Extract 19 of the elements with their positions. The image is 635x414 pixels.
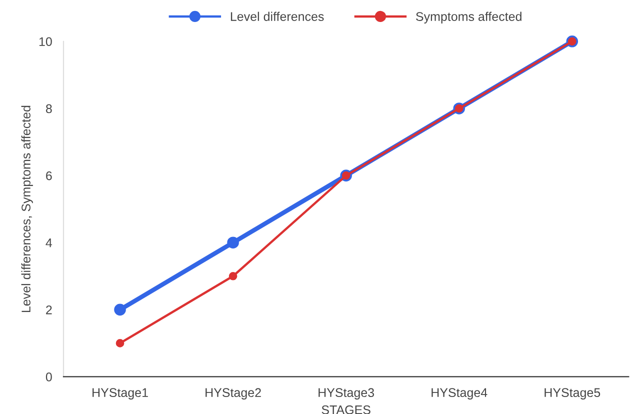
y-tick-label: 2 (46, 305, 52, 314)
x-tick-label: HYStage5 (544, 388, 600, 400)
x-tick-label: HYStage2 (206, 388, 261, 400)
y-tick-label: 8 (46, 104, 52, 114)
x-tick-label: HYStage4 (432, 388, 488, 400)
point (116, 339, 124, 348)
point (228, 272, 238, 280)
y-tick-label: 10 (39, 37, 52, 46)
y-tick-label: 0 (46, 372, 52, 382)
legend-label: Symptoms affected (416, 12, 522, 24)
y-axis-title: Level differences, Symptoms affected (21, 106, 33, 312)
legend-label: Level differences (230, 12, 324, 21)
x-axis-title: STAGES (322, 405, 370, 414)
point (227, 236, 239, 249)
x-tick-label: HYStage3 (318, 388, 374, 400)
y-tick-label: 4 (46, 238, 52, 248)
y-tick-label: 6 (46, 171, 52, 180)
x-tick-label: HYStage1 (92, 388, 148, 400)
point (114, 304, 126, 316)
